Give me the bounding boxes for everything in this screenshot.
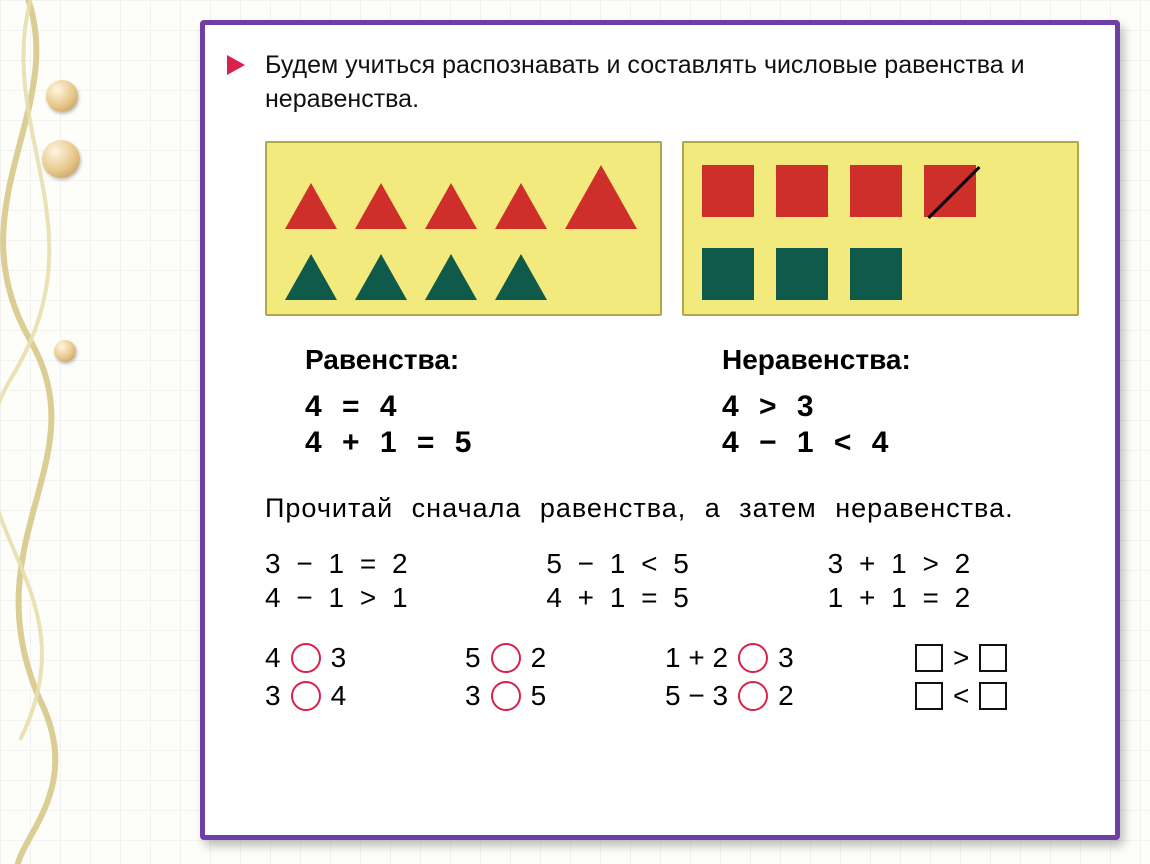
fill-in-grid: 43 52 1 + 23 >34 35 5 − 32 < — [265, 642, 1079, 712]
example-grid: 3 − 1 = 2 5 − 1 < 5 3 + 1 > 2 4 − 1 > 1 … — [265, 548, 1079, 614]
triangle-icon — [425, 183, 477, 229]
blank-circle[interactable] — [291, 643, 321, 673]
fill-cell: 52 — [465, 642, 635, 674]
example-cell: 1 + 1 = 2 — [828, 582, 1079, 614]
bullet-icon — [227, 55, 245, 75]
triangle-icon — [565, 165, 637, 229]
inequalities-title: Неравенства: — [722, 344, 1079, 376]
swirl-icon — [0, 0, 130, 864]
equalities-column: Равенства: 4 = 4 4 + 1 = 5 — [305, 344, 662, 462]
square-icon — [776, 248, 828, 300]
fill-cell: 5 − 32 — [665, 680, 885, 712]
example-cell: 4 − 1 > 1 — [265, 582, 516, 614]
triangle-icon — [495, 183, 547, 229]
blank-box[interactable] — [915, 644, 943, 672]
shape-row — [285, 165, 642, 229]
square-icon — [702, 248, 754, 300]
triangle-icon — [355, 254, 407, 300]
shape-row — [285, 254, 642, 300]
square-icon — [702, 165, 754, 217]
blank-circle[interactable] — [738, 643, 768, 673]
equality-line: 4 = 4 — [305, 390, 662, 424]
example-cell: 3 + 1 > 2 — [828, 548, 1079, 580]
square-icon — [776, 165, 828, 217]
example-cell: 4 + 1 = 5 — [546, 582, 797, 614]
fill-cell: 35 — [465, 680, 635, 712]
fill-cell: 34 — [265, 680, 435, 712]
blank-circle[interactable] — [491, 681, 521, 711]
shape-row — [702, 248, 1059, 300]
blank-circle[interactable] — [738, 681, 768, 711]
bead-icon — [42, 140, 80, 178]
example-cell: 5 − 1 < 5 — [546, 548, 797, 580]
blank-box[interactable] — [915, 682, 943, 710]
triangle-icon — [425, 254, 477, 300]
inequalities-column: Неравенства: 4 > 3 4 − 1 < 4 — [722, 344, 1079, 462]
blank-box[interactable] — [979, 682, 1007, 710]
bead-icon — [54, 340, 76, 362]
shape-row — [702, 165, 1059, 217]
intro-text: Будем учиться распознавать и составлять … — [265, 49, 1079, 117]
bead-icon — [46, 80, 78, 112]
left-decoration — [0, 0, 130, 864]
fill-cell: 43 — [265, 642, 435, 674]
triangle-icon — [285, 254, 337, 300]
panel-squares — [682, 141, 1079, 316]
equality-line: 4 + 1 = 5 — [305, 426, 662, 460]
blank-circle[interactable] — [491, 643, 521, 673]
square-icon — [924, 165, 976, 217]
example-cell: 3 − 1 = 2 — [265, 548, 516, 580]
square-icon — [850, 248, 902, 300]
shape-panels — [265, 141, 1079, 316]
inequality-line: 4 − 1 < 4 — [722, 426, 1079, 460]
triangle-icon — [285, 183, 337, 229]
blank-box[interactable] — [979, 644, 1007, 672]
equalities-title: Равенства: — [305, 344, 662, 376]
square-icon — [850, 165, 902, 217]
blank-circle[interactable] — [291, 681, 321, 711]
inequality-line: 4 > 3 — [722, 390, 1079, 424]
definition-columns: Равенства: 4 = 4 4 + 1 = 5 Неравенства: … — [305, 344, 1079, 462]
triangle-icon — [355, 183, 407, 229]
triangle-icon — [495, 254, 547, 300]
fill-cell: 1 + 23 — [665, 642, 885, 674]
instruction-text: Прочитай сначала равенства, а затем нера… — [265, 490, 1079, 526]
fill-cell: < — [915, 680, 1079, 712]
panel-triangles — [265, 141, 662, 316]
textbook-page: Будем учиться распознавать и составлять … — [200, 20, 1120, 840]
fill-cell: > — [915, 642, 1079, 674]
